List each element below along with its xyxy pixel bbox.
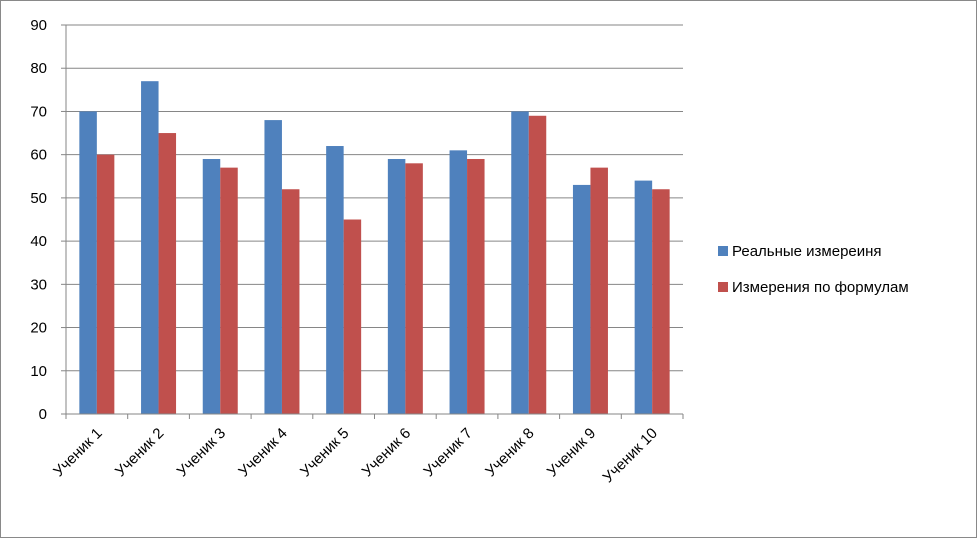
y-tick-label: 10 [30,363,47,380]
y-tick-label: 0 [39,406,47,423]
y-tick-label: 90 [30,17,47,34]
x-tick-label: Ученик 5 [297,425,352,480]
bar-real-measurement [264,120,282,414]
bar-formula-measurement [158,133,177,415]
axes [61,24,684,419]
y-tick-label: 50 [30,190,47,207]
x-tick-label: Ученик 6 [359,425,414,480]
legend-label: Реальные измереиня [732,243,882,260]
bar-real-measurement [141,81,159,414]
bars [79,81,670,415]
bar-formula-measurement [343,219,362,414]
x-tick-label: Ученик 3 [174,425,229,480]
bar-real-measurement [449,150,468,414]
bar-real-measurement [202,158,221,414]
x-tick-label: Ученик 4 [235,425,290,480]
bar-real-measurement [572,184,591,414]
x-axis-tick-labels: Ученик 1 Ученик 2 Ученик 3 Ученик 4 Ученик 5… [50,425,661,486]
x-tick-label: Ученик 2 [112,425,167,480]
y-tick-label: 20 [30,320,47,337]
x-tick-label: Ученик 1 [50,425,105,480]
y-axis-tick-labels: 0 10 20 30 40 50 60 70 80 90 [30,17,47,423]
legend-label: Измерения по формулам [732,279,909,296]
y-tick-label: 70 [30,103,47,120]
bar-formula-measurement [652,189,670,414]
x-tick-label: Ученик 10 [600,425,661,486]
y-tick-label: 60 [30,147,47,164]
x-tick-label: Ученик 8 [482,425,537,480]
bar-real-measurement [634,180,653,414]
bar-real-measurement [387,158,406,414]
bar-real-measurement [326,146,344,414]
y-tick-label: 30 [30,276,47,293]
bar-formula-measurement [528,115,547,415]
bar-formula-measurement [467,158,485,414]
bar-formula-measurement [590,167,608,414]
bar-formula-measurement [405,163,423,414]
bar-formula-measurement [96,154,115,414]
legend-swatch [718,282,728,292]
bar-formula-measurement [281,189,300,414]
legend: Реальные измереиня Измерения по формулам [718,243,909,296]
y-tick-label: 80 [30,60,47,77]
bar-real-measurement [79,111,97,414]
y-tick-label: 40 [30,233,47,250]
x-tick-label: Ученик 7 [420,425,475,480]
bar-formula-measurement [220,167,238,414]
legend-swatch [718,246,728,256]
x-tick-label: Ученик 9 [544,425,599,480]
bar-real-measurement [511,111,529,414]
